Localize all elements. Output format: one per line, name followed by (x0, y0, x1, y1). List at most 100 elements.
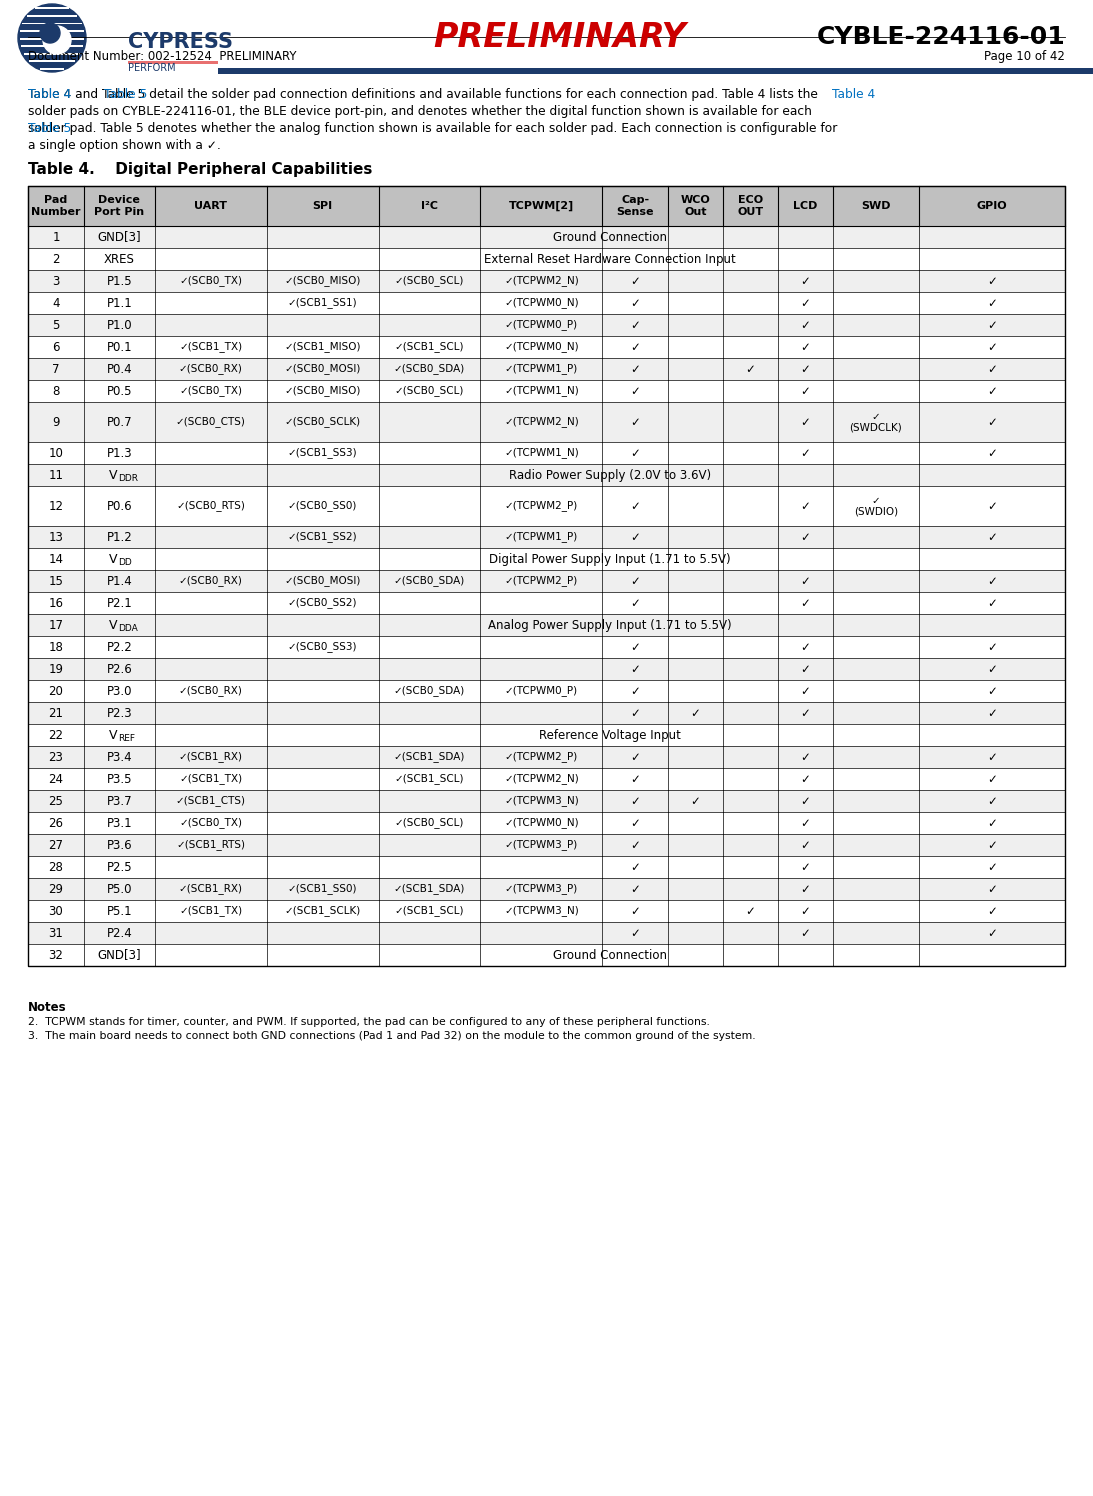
Text: a single option shown with a ✓.: a single option shown with a ✓. (28, 139, 221, 153)
Text: 27: 27 (48, 838, 63, 851)
Text: ✓(TCPWM2_N): ✓(TCPWM2_N) (504, 275, 578, 286)
Text: Cap-
Sense: Cap- Sense (616, 194, 654, 217)
Text: ✓
(SWDIO): ✓ (SWDIO) (854, 495, 897, 516)
Bar (30, 60, 74, 63)
Text: P2.4: P2.4 (106, 926, 132, 939)
Text: P1.5: P1.5 (106, 274, 132, 287)
Text: 9: 9 (52, 416, 60, 428)
Text: ✓: ✓ (987, 706, 997, 720)
Text: ✓(SCB0_SDA): ✓(SCB0_SDA) (393, 576, 465, 586)
Text: ✓(SCB0_SDA): ✓(SCB0_SDA) (393, 364, 465, 374)
Text: Table 4: Table 4 (832, 88, 875, 102)
Text: ✓: ✓ (987, 500, 997, 513)
Text: 31: 31 (48, 926, 63, 939)
Bar (218, 67, 1093, 73)
Text: ✓(SCB1_SS1): ✓(SCB1_SS1) (287, 298, 357, 308)
Text: ✓: ✓ (631, 384, 640, 398)
Text: Document Number: 002-12524  PRELIMINARY: Document Number: 002-12524 PRELIMINARY (28, 49, 296, 63)
Bar (28, 724, 1065, 747)
Text: Table 4: Table 4 (28, 88, 71, 102)
Text: ✓(SCB1_TX): ✓(SCB1_TX) (179, 773, 242, 784)
Bar (28, 767, 1065, 790)
Text: ✓(TCPWM0_N): ✓(TCPWM0_N) (504, 298, 578, 308)
Text: ✓(SCB0_SS0): ✓(SCB0_SS0) (287, 501, 357, 512)
Text: Analog Power Supply Input (1.71 to 5.5V): Analog Power Supply Input (1.71 to 5.5V) (487, 618, 731, 631)
Bar (21, 45, 83, 46)
Bar (28, 658, 1065, 681)
Text: P2.6: P2.6 (106, 663, 132, 676)
Bar (22, 22, 82, 24)
Bar (20, 30, 84, 31)
Text: 20: 20 (48, 685, 63, 697)
Text: ✓: ✓ (800, 706, 810, 720)
Bar (28, 548, 1065, 570)
Text: ✓(TCPWM0_N): ✓(TCPWM0_N) (504, 817, 578, 829)
Text: ✓: ✓ (631, 574, 640, 588)
Text: ✓(SCB1_SS3): ✓(SCB1_SS3) (287, 447, 357, 458)
Text: Device
Port Pin: Device Port Pin (94, 194, 144, 217)
Text: ✓
(SWDCLK): ✓ (SWDCLK) (849, 411, 902, 432)
Text: ✓: ✓ (631, 926, 640, 939)
Text: ✓(SCB0_RX): ✓(SCB0_RX) (178, 685, 243, 697)
Bar (28, 464, 1065, 486)
Text: 16: 16 (48, 597, 63, 609)
Text: ✓: ✓ (800, 296, 810, 310)
Bar (28, 527, 1065, 548)
Text: ✓(TCPWM0_P): ✓(TCPWM0_P) (505, 685, 578, 697)
Text: ✓(SCB0_MISO): ✓(SCB0_MISO) (284, 275, 361, 286)
Text: ✓(SCB0_TX): ✓(SCB0_TX) (179, 275, 242, 286)
Text: ✓: ✓ (631, 319, 640, 332)
Text: 10: 10 (48, 446, 63, 459)
Text: ✓(SCB0_RTS): ✓(SCB0_RTS) (176, 501, 245, 512)
Bar (28, 901, 1065, 922)
Text: ✓: ✓ (631, 751, 640, 763)
Text: CYBLE-224116-01: CYBLE-224116-01 (816, 25, 1065, 49)
Bar (28, 380, 1065, 402)
Text: ✓(TCPWM0_N): ✓(TCPWM0_N) (504, 341, 578, 353)
Text: ✓(SCB0_SCL): ✓(SCB0_SCL) (395, 817, 465, 829)
Text: P1.4: P1.4 (106, 574, 132, 588)
Text: ✓(SCB1_MISO): ✓(SCB1_MISO) (284, 341, 361, 353)
Text: ✓(SCB1_SDA): ✓(SCB1_SDA) (393, 884, 465, 895)
Text: Table 5: Table 5 (28, 123, 71, 135)
Text: 28: 28 (48, 860, 63, 874)
Text: ✓: ✓ (987, 926, 997, 939)
Text: ✓(SCB0_TX): ✓(SCB0_TX) (179, 386, 242, 396)
Text: 21: 21 (48, 706, 63, 720)
Text: ✓(SCB0_MOSI): ✓(SCB0_MOSI) (284, 576, 361, 586)
Text: P1.0: P1.0 (106, 319, 132, 332)
Text: 15: 15 (48, 574, 63, 588)
Text: PRELIMINARY: PRELIMINARY (434, 21, 686, 54)
Text: ✓(TCPWM2_N): ✓(TCPWM2_N) (504, 416, 578, 428)
Text: 7: 7 (52, 362, 60, 375)
Text: Digital Power Supply Input (1.71 to 5.5V): Digital Power Supply Input (1.71 to 5.5V… (489, 552, 730, 565)
Text: GND[3]: GND[3] (97, 948, 141, 962)
Bar (28, 358, 1065, 380)
Text: Table 4 and Table 5 detail the solder pad connection definitions and available f: Table 4 and Table 5 detail the solder pa… (28, 88, 818, 102)
Text: ✓(SCB1_SCL): ✓(SCB1_SCL) (395, 773, 465, 784)
Text: 3.  The main board needs to connect both GND connections (Pad 1 and Pad 32) on t: 3. The main board needs to connect both … (28, 1031, 755, 1041)
Bar (20, 37, 84, 39)
Text: ✓: ✓ (631, 296, 640, 310)
Circle shape (17, 4, 86, 72)
Text: ✓: ✓ (631, 640, 640, 654)
Text: PERFORM: PERFORM (128, 63, 176, 73)
Text: ✓(SCB1_TX): ✓(SCB1_TX) (179, 341, 242, 353)
Text: ✓: ✓ (631, 341, 640, 353)
Text: XRES: XRES (104, 253, 134, 265)
Text: 18: 18 (48, 640, 63, 654)
Text: ✓(SCB0_RX): ✓(SCB0_RX) (178, 364, 243, 374)
Text: 19: 19 (48, 663, 63, 676)
Text: ✓(TCPWM2_P): ✓(TCPWM2_P) (505, 501, 578, 512)
Text: P5.0: P5.0 (106, 883, 132, 896)
Text: CYPRESS: CYPRESS (128, 31, 233, 52)
Text: 22: 22 (48, 729, 63, 742)
Bar (28, 812, 1065, 833)
Text: ✓: ✓ (800, 772, 810, 785)
Text: Radio Power Supply (2.0V to 3.6V): Radio Power Supply (2.0V to 3.6V) (508, 468, 710, 482)
Text: ✓: ✓ (800, 274, 810, 287)
Text: ✓(SCB0_SCLK): ✓(SCB0_SCLK) (284, 416, 361, 428)
Text: 29: 29 (48, 883, 63, 896)
Text: TCPWM[2]: TCPWM[2] (508, 200, 574, 211)
Text: ✓: ✓ (631, 794, 640, 808)
